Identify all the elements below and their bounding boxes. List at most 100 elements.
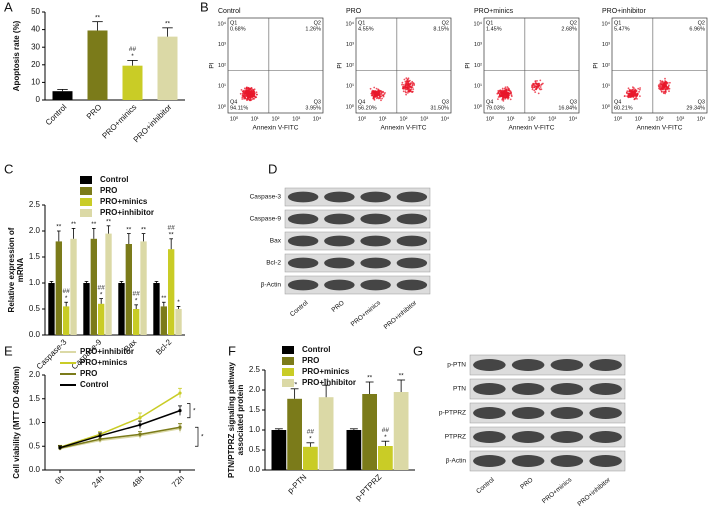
blot-band xyxy=(396,279,428,291)
point xyxy=(138,423,142,427)
event-dot xyxy=(241,90,244,93)
error-bar xyxy=(176,305,181,309)
panel-letter: F xyxy=(228,343,236,358)
blot-band xyxy=(589,359,622,371)
legend-label: PRO+inhibitor xyxy=(302,378,356,387)
significance-mark: ** xyxy=(106,219,112,226)
event-dot xyxy=(534,84,536,87)
y-tick-label: 10⁰ xyxy=(602,103,611,110)
event-dot xyxy=(540,88,543,91)
bar xyxy=(87,30,108,101)
x-tick-label: 24h xyxy=(90,474,106,490)
event-dot xyxy=(667,85,670,88)
significance-mark: * xyxy=(65,295,68,302)
legend-label: PRO+inhibitor xyxy=(100,208,154,217)
event-dot xyxy=(379,89,382,92)
event-dot xyxy=(631,94,633,97)
y-tick-label: 0 xyxy=(36,95,41,104)
significance-mark: ** xyxy=(126,226,132,233)
event-dot xyxy=(504,88,507,91)
event-dot xyxy=(538,87,541,90)
legend-swatch xyxy=(80,198,92,206)
y-axis-title: mRNA xyxy=(16,258,25,283)
event-dot xyxy=(537,86,540,89)
y-tick-label: 0.0 xyxy=(29,465,41,474)
significance-mark: ## xyxy=(382,427,390,434)
bar xyxy=(48,283,55,335)
event-dot xyxy=(501,93,503,96)
blot-strip xyxy=(284,187,431,207)
point xyxy=(138,416,142,420)
event-dot xyxy=(244,94,247,97)
event-dot xyxy=(626,90,629,93)
error-bar xyxy=(126,233,131,244)
x-tick-label: PRO xyxy=(85,103,104,122)
event-dot xyxy=(380,93,383,96)
event-dot xyxy=(661,88,663,90)
quadrant-name: Q1 xyxy=(230,20,237,26)
x-axis-title: Annexin V-FITC xyxy=(381,125,427,132)
event-dot xyxy=(402,90,405,93)
event-dot xyxy=(666,87,669,89)
significance-mark: ** xyxy=(95,14,101,21)
quadrant-name: Q2 xyxy=(442,20,449,26)
legend-label: PRO xyxy=(80,369,97,378)
legend-swatch xyxy=(80,187,92,195)
bracket xyxy=(195,426,199,447)
series-line xyxy=(59,409,181,449)
significance-mark: ## xyxy=(63,288,71,295)
event-dot xyxy=(659,84,662,87)
bar xyxy=(287,398,302,470)
event-dot xyxy=(665,81,668,83)
event-dot xyxy=(534,88,537,91)
event-dot xyxy=(412,82,415,84)
event-dot xyxy=(410,82,412,84)
event-dot xyxy=(669,81,671,84)
x-tick-label: 10³ xyxy=(676,116,684,122)
event-dot xyxy=(531,86,534,89)
y-tick-label: 0.0 xyxy=(29,330,41,339)
error-bar xyxy=(322,384,331,398)
event-dot xyxy=(375,92,377,95)
panel-letter: D xyxy=(268,161,277,176)
y-tick-label: 2.5 xyxy=(29,200,41,209)
y-tick-label: 10⁰ xyxy=(474,103,483,110)
event-dot xyxy=(626,92,629,95)
event-dot xyxy=(534,82,536,85)
event-dot xyxy=(623,95,626,97)
x-tick-label: 10⁴ xyxy=(569,115,578,122)
row-label: Caspase-9 xyxy=(250,216,282,223)
bracket xyxy=(187,403,191,419)
event-dot xyxy=(405,93,407,96)
y-axis-title: Apoptosis rate (%) xyxy=(12,20,21,91)
x-tick-label: 10¹ xyxy=(635,116,643,122)
error-bar xyxy=(119,281,124,283)
row-label: β-Actin xyxy=(261,282,282,289)
legend-swatch xyxy=(282,379,294,387)
event-dot xyxy=(661,82,664,84)
blot-band xyxy=(287,235,319,247)
event-dot xyxy=(406,85,409,88)
event-dot xyxy=(412,88,415,90)
quadrant-value: 56.20% xyxy=(358,105,377,111)
blot-band xyxy=(473,455,506,467)
event-dot xyxy=(634,97,637,100)
point xyxy=(178,409,182,413)
event-dot xyxy=(638,90,640,93)
event-dot xyxy=(507,93,510,95)
y-tick-label: 2.0 xyxy=(249,385,261,394)
blot-strip xyxy=(469,450,626,472)
blot-band xyxy=(511,455,545,467)
x-tick-label: 10⁴ xyxy=(697,115,706,122)
quadrant-name: Q2 xyxy=(570,20,577,26)
blot-band xyxy=(550,455,584,467)
x-tick-label: 48h xyxy=(130,474,146,490)
lane-label: Control xyxy=(475,476,496,495)
blot-band xyxy=(360,279,391,291)
y-tick-label: 20 xyxy=(31,60,40,69)
event-dot xyxy=(498,94,501,97)
event-dot xyxy=(639,95,641,97)
event-dot xyxy=(243,97,245,100)
x-tick-label: 10⁴ xyxy=(441,115,450,122)
event-dot xyxy=(658,87,660,90)
